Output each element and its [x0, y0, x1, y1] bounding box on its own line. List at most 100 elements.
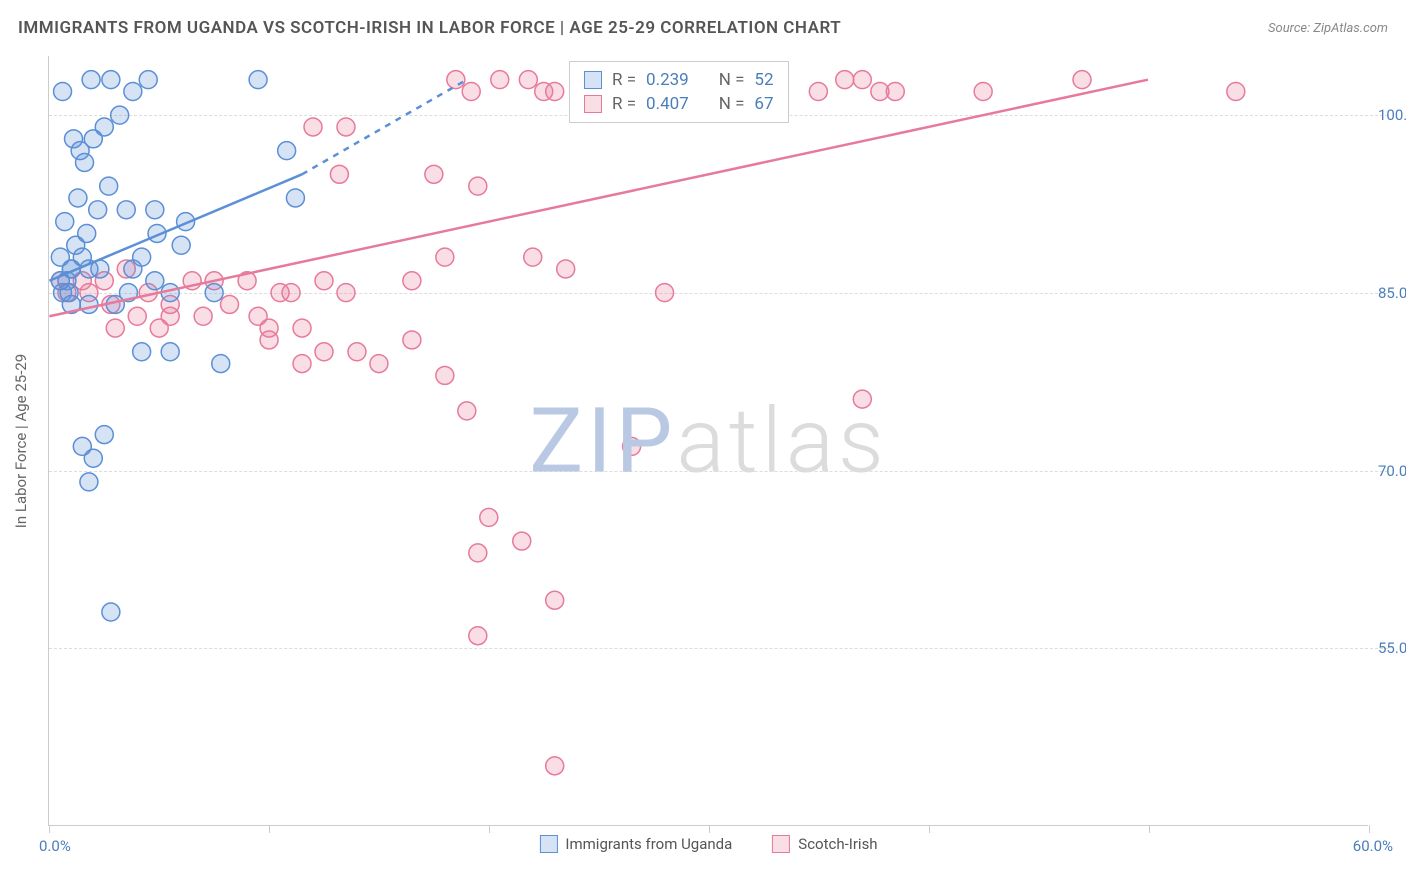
scatter-point: [124, 83, 142, 101]
scatter-point: [100, 177, 118, 195]
scatter-point: [519, 71, 537, 89]
scatter-point: [146, 201, 164, 219]
scatter-point: [469, 544, 487, 562]
scatter-point: [469, 177, 487, 195]
scatter-point: [80, 473, 98, 491]
scatter-point: [546, 591, 564, 609]
scatter-point: [84, 130, 102, 148]
scatter-point: [1227, 83, 1245, 101]
scatter-point: [194, 307, 212, 325]
scatter-point: [480, 508, 498, 526]
scatter-point: [974, 83, 992, 101]
scatter-point: [161, 343, 179, 361]
scatter-point: [84, 449, 102, 467]
chart-title: IMMIGRANTS FROM UGANDA VS SCOTCH-IRISH I…: [18, 18, 841, 38]
scatter-point: [89, 201, 107, 219]
r-value: 0.239: [646, 70, 689, 90]
scatter-point: [491, 71, 509, 89]
legend-item: Immigrants from Uganda: [539, 835, 732, 853]
scatter-point: [249, 71, 267, 89]
y-tick-label: 70.0%: [1378, 462, 1406, 480]
scatter-point: [56, 213, 74, 231]
scatter-point: [836, 71, 854, 89]
scatter-point: [546, 83, 564, 101]
legend-label: Scotch-Irish: [798, 835, 877, 853]
scatter-point: [111, 106, 129, 124]
scatter-point: [462, 83, 480, 101]
n-value: 67: [754, 94, 773, 114]
trend-line: [302, 80, 467, 175]
scatter-point: [82, 71, 100, 89]
scatter-point: [133, 248, 151, 266]
scatter-point: [212, 355, 230, 373]
scatter-point: [315, 343, 333, 361]
n-value: 52: [754, 70, 773, 90]
x-tick: [489, 825, 490, 833]
scatter-point: [221, 295, 239, 313]
scatter-point: [348, 343, 366, 361]
scatter-point: [286, 189, 304, 207]
scatter-point: [809, 83, 827, 101]
scatter-point: [278, 142, 296, 160]
series-swatch: [584, 71, 602, 89]
scatter-point: [133, 343, 151, 361]
scatter-point: [106, 319, 124, 337]
stats-row: R = 0.239 N = 52: [584, 68, 774, 92]
n-label: N =: [719, 94, 745, 114]
scatter-point: [76, 153, 94, 171]
series-swatch: [539, 835, 557, 853]
x-axis-min-label: 0.0%: [39, 837, 71, 855]
scatter-point: [54, 83, 72, 101]
scatter-point: [546, 757, 564, 775]
bottom-legend: Immigrants from Uganda Scotch-Irish: [539, 835, 877, 853]
scatter-point: [403, 272, 421, 290]
scatter-point: [447, 71, 465, 89]
x-tick: [49, 825, 50, 833]
scatter-point: [436, 366, 454, 384]
scatter-point: [425, 165, 443, 183]
n-label: N =: [719, 70, 745, 90]
scatter-point: [330, 165, 348, 183]
y-tick-label: 100.0%: [1378, 106, 1406, 124]
legend-label: Immigrants from Uganda: [565, 835, 732, 853]
source-attribution: Source: ZipAtlas.com: [1268, 21, 1388, 36]
scatter-point: [1073, 71, 1091, 89]
scatter-point: [403, 331, 421, 349]
scatter-point: [117, 201, 135, 219]
scatter-point: [78, 224, 96, 242]
series-swatch: [584, 95, 602, 113]
y-tick-label: 55.0%: [1378, 639, 1406, 657]
x-tick: [1149, 825, 1150, 833]
scatter-point: [205, 284, 223, 302]
scatter-point: [293, 319, 311, 337]
series-swatch: [772, 835, 790, 853]
scatter-point: [886, 83, 904, 101]
scatter-point: [436, 248, 454, 266]
x-tick: [1369, 825, 1370, 833]
scatter-point: [524, 248, 542, 266]
x-axis-max-label: 60.0%: [1353, 837, 1393, 855]
scatter-point: [128, 307, 146, 325]
scatter-point: [282, 284, 300, 302]
r-label: R =: [612, 70, 636, 90]
x-tick: [709, 825, 710, 833]
x-tick: [929, 825, 930, 833]
scatter-point: [146, 272, 164, 290]
scatter-point: [150, 319, 168, 337]
scatter-point: [293, 355, 311, 373]
r-label: R =: [612, 94, 636, 114]
scatter-point: [469, 627, 487, 645]
scatter-point: [315, 272, 333, 290]
scatter-point: [102, 603, 120, 621]
stats-legend-box: R =0.239N =52R =0.407N =67: [569, 61, 789, 123]
scatter-point: [102, 71, 120, 89]
scatter-point: [458, 402, 476, 420]
scatter-point: [513, 532, 531, 550]
scatter-point: [337, 284, 355, 302]
scatter-point: [337, 118, 355, 136]
y-tick-label: 85.0%: [1378, 284, 1406, 302]
scatter-point: [260, 331, 278, 349]
scatter-point: [623, 437, 641, 455]
scatter-point: [95, 426, 113, 444]
y-axis-title: In Labor Force | Age 25-29: [12, 353, 30, 527]
